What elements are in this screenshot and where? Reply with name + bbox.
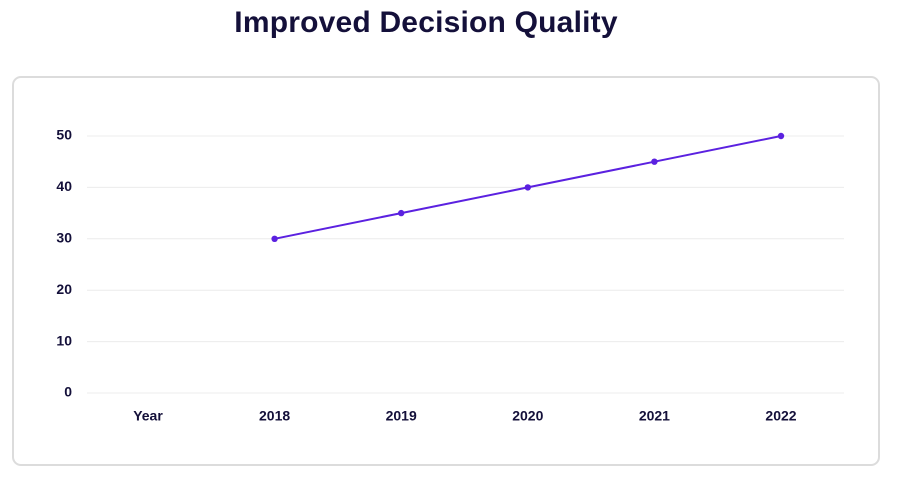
- y-tick-label: 50: [56, 127, 72, 143]
- x-tick-label: 2021: [639, 408, 670, 424]
- chart-card: 0 10 20 30 40 50 Year 2018 2019 2020 2021 2022: [12, 76, 880, 466]
- y-tick-label: 10: [56, 332, 72, 348]
- x-tick-label: 2018: [259, 408, 290, 424]
- y-axis-ticks: 0 10 20 30 40 50: [56, 127, 72, 400]
- x-axis-ticks: Year 2018 2019 2020 2021 2022: [133, 408, 797, 424]
- data-point[interactable]: [398, 209, 405, 217]
- y-tick-label: 30: [56, 230, 72, 246]
- y-tick-label: 20: [56, 281, 72, 297]
- x-tick-label: 2022: [765, 408, 796, 424]
- data-point[interactable]: [777, 132, 785, 140]
- data-point[interactable]: [651, 158, 658, 165]
- y-tick-label: 0: [64, 384, 72, 400]
- chart-title: Improved Decision Quality: [234, 6, 618, 39]
- series-layer: [271, 132, 785, 242]
- data-point[interactable]: [271, 235, 278, 242]
- x-tick-label: Year: [133, 408, 163, 424]
- data-point[interactable]: [524, 184, 531, 191]
- x-tick-label: 2019: [386, 408, 417, 424]
- line-chart: 0 10 20 30 40 50 Year 2018 2019 2020 2021 2022: [56, 127, 844, 424]
- y-tick-label: 40: [56, 178, 72, 194]
- grid-lines: [87, 135, 844, 394]
- x-tick-label: 2020: [512, 408, 543, 424]
